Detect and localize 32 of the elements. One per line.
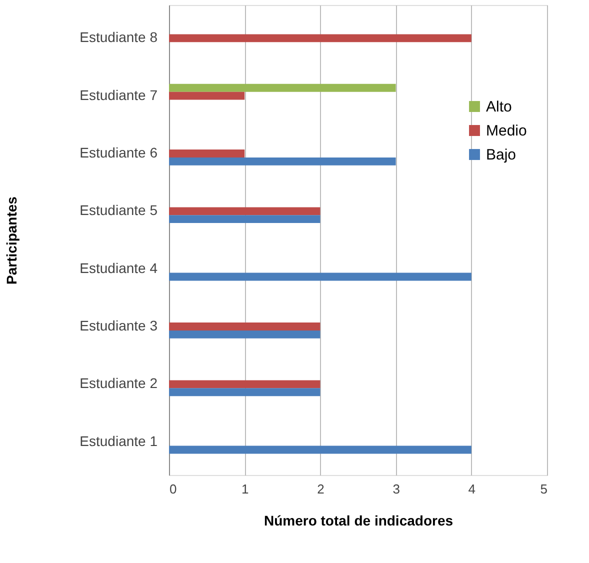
y-tick-label: Estudiante 3 [80, 318, 158, 334]
y-tick-label: Estudiante 7 [80, 86, 158, 103]
bar [169, 84, 396, 92]
bar [169, 207, 320, 216]
bar [169, 330, 320, 338]
y-axis-title: Participantes [4, 196, 20, 284]
x-tick-label: 5 [540, 482, 548, 496]
x-tick-label: 4 [468, 482, 476, 496]
y-tick-label: Estudiante 5 [80, 202, 158, 218]
y-tick-label: Estudiante 8 [80, 29, 158, 46]
y-tick-label: Estudiante 4 [80, 260, 158, 276]
bar [169, 34, 472, 42]
legend-label: Alto [486, 98, 512, 116]
x-axis-title: Número total de indicadores [264, 512, 454, 528]
y-tick-label: Estudiante 6 [80, 144, 158, 160]
x-tick-label: 1 [241, 482, 249, 496]
y-tick-label: Estudiante 1 [80, 432, 158, 449]
bar [169, 380, 320, 388]
bar [169, 322, 320, 330]
bar [169, 92, 245, 100]
bar [169, 215, 320, 224]
y-tick-label: Estudiante 2 [80, 375, 158, 392]
bar [169, 446, 472, 454]
x-tick-label: 0 [170, 482, 177, 496]
bar [169, 272, 472, 281]
x-tick-label: 2 [317, 482, 324, 496]
legend-label: Bajo [486, 146, 516, 164]
bar [169, 150, 245, 158]
bar [169, 388, 320, 396]
x-tick-label: 3 [392, 482, 400, 496]
legend-label: Medio [486, 122, 527, 140]
bar [169, 157, 396, 166]
